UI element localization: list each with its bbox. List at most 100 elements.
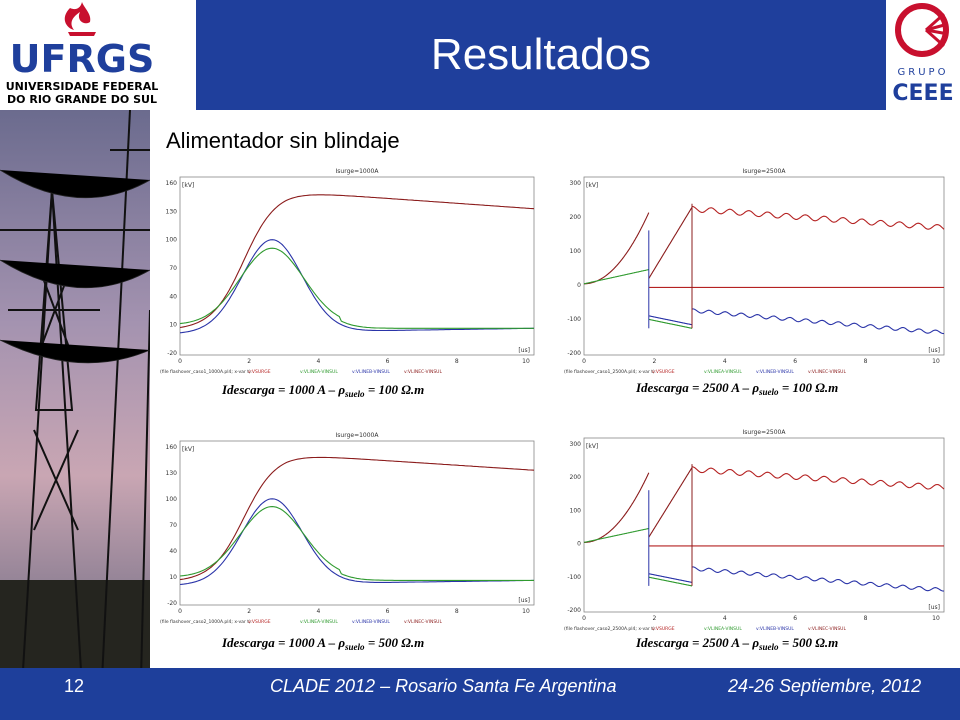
plot-area bbox=[179, 176, 535, 356]
x-unit: [us] bbox=[518, 347, 530, 354]
caption-plot-4: Idescarga = 2500 A – ρsuelo = 500 Ω.m bbox=[636, 635, 839, 652]
y-tick-label: -20 bbox=[167, 350, 177, 357]
y-tick-label: 70 bbox=[169, 522, 177, 529]
y-tick-label: -100 bbox=[567, 316, 581, 323]
y-tick-label: 160 bbox=[166, 444, 178, 451]
legend-entry: v:VLINEC-VINSUL bbox=[404, 369, 442, 375]
y-tick-label: -20 bbox=[167, 600, 177, 607]
file-label: (file flashover_caso2_1000A.pl4; x-var t… bbox=[160, 619, 251, 625]
x-tick-label: 0 bbox=[178, 608, 182, 615]
x-tick-label: 6 bbox=[793, 615, 797, 622]
plot-area bbox=[583, 176, 945, 356]
x-unit: [us] bbox=[928, 604, 940, 611]
x-tick-label: 10 bbox=[932, 358, 940, 365]
x-tick-label: 10 bbox=[522, 608, 530, 615]
tower-photo bbox=[0, 110, 150, 720]
plot-2500a-100ohm: Isurge=2500A [kV] [us] 300 200 100 0 -100 -200 0 2… bbox=[562, 163, 954, 377]
series-line bbox=[179, 456, 535, 581]
plot-1000a-500ohm: Isurge=1000A [kV] [us] 160 130 100 70 40 10 -20 0 2… bbox=[158, 427, 544, 627]
x-tick-label: 4 bbox=[723, 358, 727, 365]
plot-title: Isurge=2500A bbox=[743, 168, 787, 175]
series-line bbox=[179, 247, 534, 329]
file-label: (file flashover_caso1_1000A.pl4; x-var t… bbox=[160, 369, 251, 375]
footer-conference: CLADE 2012 – Rosario Santa Fe Argentina bbox=[270, 676, 617, 696]
y-tick-label: -200 bbox=[567, 350, 581, 357]
caption-plot-3: Idescarga = 1000 A – ρsuelo = 500 Ω.m bbox=[222, 635, 425, 652]
x-tick-label: 2 bbox=[652, 358, 656, 365]
y-tick-label: 40 bbox=[169, 293, 177, 300]
series-line bbox=[648, 315, 692, 326]
x-tick-label: 0 bbox=[178, 358, 182, 365]
legend-entry: v:VLINEB-VINSUL bbox=[352, 619, 390, 625]
x-tick-label: 6 bbox=[793, 358, 797, 365]
y-unit: [kV] bbox=[586, 443, 598, 450]
x-tick-label: 8 bbox=[864, 615, 868, 622]
x-tick-label: 8 bbox=[455, 358, 459, 365]
legend-entry: v:VLINEB-VINSUL bbox=[352, 369, 390, 375]
legend-entry: v:VSURGE bbox=[248, 369, 271, 375]
series-line bbox=[691, 205, 945, 230]
y-tick-label: 100 bbox=[166, 237, 178, 244]
x-tick-label: 2 bbox=[652, 615, 656, 622]
svg-text:CEEE: CEEE bbox=[892, 81, 953, 106]
y-unit: [kV] bbox=[182, 446, 194, 453]
file-label: (file flashover_caso2_2500A.pl4; x-var t… bbox=[564, 626, 655, 632]
series-line bbox=[179, 506, 534, 581]
y-tick-label: 100 bbox=[166, 496, 178, 503]
legend-entry: v:VLINEC-VINSUL bbox=[404, 619, 442, 625]
x-unit: [us] bbox=[518, 597, 530, 604]
legend-entry: v:VSURGE bbox=[248, 619, 271, 625]
y-tick-label: 0 bbox=[577, 282, 581, 289]
footer-band bbox=[0, 668, 960, 720]
legend-entry: v:VLINEB-VINSUL bbox=[756, 626, 794, 632]
y-tick-label: -200 bbox=[567, 607, 581, 614]
plot-title: Isurge=2500A bbox=[743, 429, 787, 436]
y-tick-label: 10 bbox=[169, 574, 177, 581]
title-band: Resultados bbox=[196, 0, 886, 110]
x-tick-label: 10 bbox=[522, 358, 530, 365]
slide-header: UFRGS UNIVERSIDADE FEDERAL DO RIO GRANDE… bbox=[0, 0, 960, 110]
plot-title: Isurge=1000A bbox=[336, 168, 380, 175]
x-unit: [us] bbox=[928, 347, 940, 354]
series-line bbox=[648, 467, 693, 538]
footer-dates: 24-26 Septiembre, 2012 bbox=[728, 676, 922, 696]
legend-entry: v:VLINEC-VINSUL bbox=[808, 626, 846, 632]
plot-area bbox=[179, 440, 535, 606]
x-tick-label: 6 bbox=[386, 608, 390, 615]
x-tick-label: 4 bbox=[723, 615, 727, 622]
plot-area bbox=[583, 437, 945, 613]
legend-entry: v:VLINEA-VINSUL bbox=[704, 626, 742, 632]
plot-1000a-100ohm: Isurge=1000A [kV] [us] 160 130 100 70 40 10 -20 0 2… bbox=[158, 163, 544, 377]
legend-entry: v:VSURGE bbox=[652, 626, 675, 632]
svg-text:DO RIO GRANDE DO SUL: DO RIO GRANDE DO SUL bbox=[7, 93, 157, 106]
series-line bbox=[179, 498, 534, 586]
x-tick-label: 2 bbox=[247, 358, 251, 365]
y-tick-label: 300 bbox=[570, 441, 582, 448]
y-tick-label: 200 bbox=[570, 214, 582, 221]
legend-entry: v:VLINEA-VINSUL bbox=[300, 369, 338, 375]
series-line bbox=[692, 308, 945, 335]
svg-text:UNIVERSIDADE FEDERAL: UNIVERSIDADE FEDERAL bbox=[6, 80, 159, 93]
legend-entry: v:VLINEB-VINSUL bbox=[756, 369, 794, 375]
y-tick-label: 160 bbox=[166, 180, 178, 187]
x-tick-label: 8 bbox=[864, 358, 868, 365]
legend-entry: v:VLINEA-VINSUL bbox=[704, 369, 742, 375]
y-tick-label: 40 bbox=[169, 548, 177, 555]
caption-plot-2: Idescarga = 2500 A – ρsuelo = 100 Ω.m bbox=[636, 380, 839, 397]
series-line bbox=[648, 576, 692, 587]
y-tick-label: 100 bbox=[570, 248, 582, 255]
x-tick-label: 0 bbox=[582, 358, 586, 365]
plot-2500a-500ohm: Isurge=2500A [kV] [us] 300 200 100 0 -100 -200 0 2… bbox=[562, 424, 954, 634]
series-line bbox=[648, 207, 693, 279]
x-tick-label: 4 bbox=[316, 358, 320, 365]
y-tick-label: -100 bbox=[567, 574, 581, 581]
x-tick-label: 4 bbox=[316, 608, 320, 615]
ufrgs-logo-text: UFRGS bbox=[10, 37, 155, 81]
series-line bbox=[583, 269, 649, 285]
y-tick-label: 130 bbox=[166, 208, 178, 215]
y-tick-label: 0 bbox=[577, 541, 581, 548]
slide-number: 12 bbox=[64, 676, 85, 696]
ceee-logo: GRUPO CEEE bbox=[886, 0, 960, 110]
series-line bbox=[179, 239, 534, 334]
x-tick-label: 10 bbox=[932, 615, 940, 622]
